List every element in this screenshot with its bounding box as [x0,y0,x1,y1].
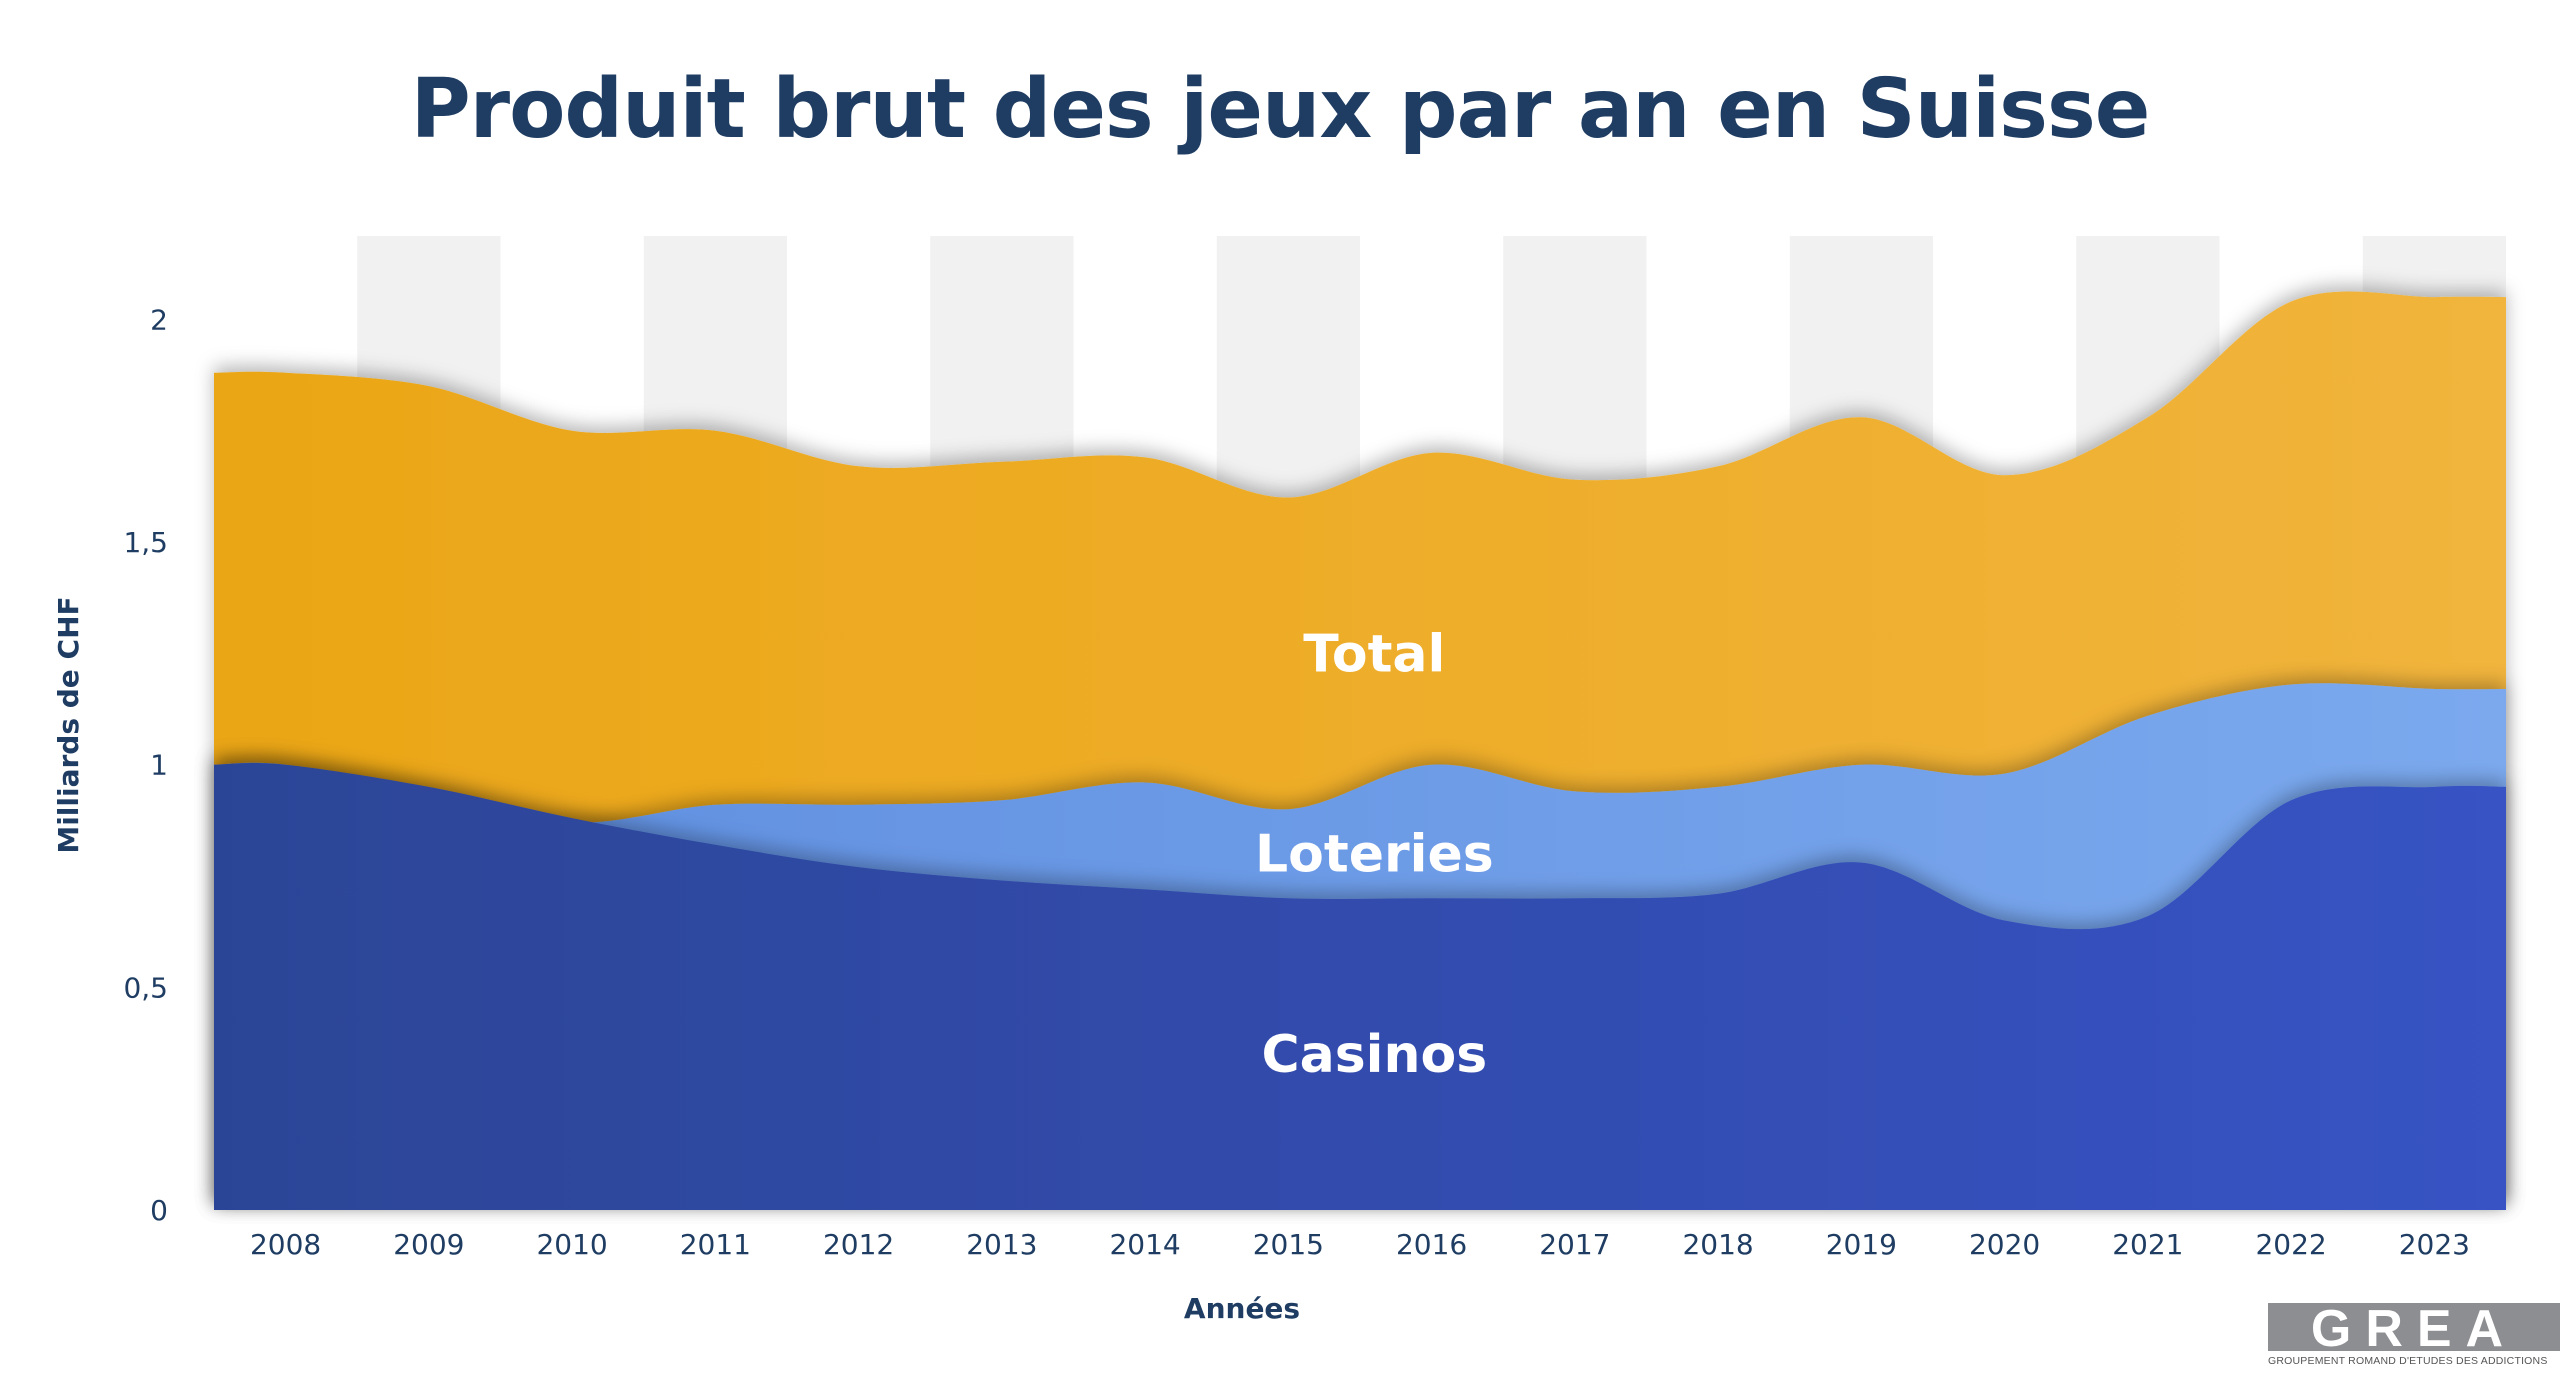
logo-text: GREA [2310,1300,2518,1358]
x-tick-label: 2012 [823,1228,894,1261]
x-tick-label: 2014 [1109,1228,1180,1261]
x-tick-label: 2011 [680,1228,751,1261]
x-tick-label: 2021 [2112,1228,2183,1261]
x-tick-label: 2022 [2255,1228,2326,1261]
x-axis-label: Années [1184,1292,1300,1325]
x-axis-ticks: 2008 2009 2010 2011 2012 2013 2014 2015 2016 2017… [250,1228,2470,1261]
y-axis-ticks: 0 0,5 1 1,5 2 [123,303,168,1227]
x-tick-label: 2023 [2399,1228,2470,1261]
y-tick-label: 1 [150,749,168,782]
series-label-total: Total [1303,624,1445,684]
series-label-loteries: Loteries [1255,825,1494,885]
x-tick-label: 2008 [250,1228,321,1261]
y-tick-label: 0 [150,1194,168,1227]
y-tick-label: 2 [150,303,168,336]
series-label-casinos: Casinos [1261,1025,1487,1085]
x-tick-label: 2013 [966,1228,1037,1261]
x-tick-label: 2015 [1253,1228,1324,1261]
x-tick-label: 2019 [1826,1228,1897,1261]
logo-subtitle: GROUPEMENT ROMAND D'ETUDES DES ADDICTION… [2268,1355,2548,1367]
x-tick-label: 2017 [1539,1228,1610,1261]
y-tick-label: 1,5 [123,526,168,559]
area-casinos [214,763,2506,1210]
chart-title: Produit brut des jeux par an en Suisse [410,62,2151,157]
series-areas [214,291,2506,1210]
x-tick-label: 2009 [393,1228,464,1261]
y-tick-label: 0,5 [123,971,168,1004]
grea-logo: GREA GROUPEMENT ROMAND D'ETUDES DES ADDI… [2268,1300,2560,1375]
logo-box [2268,1303,2560,1351]
x-tick-label: 2010 [536,1228,607,1261]
series-labels: Total Loteries Casinos [1255,624,1494,1085]
y-axis-label: Milliards de CHF [52,596,85,853]
x-tick-label: 2016 [1396,1228,1467,1261]
x-tick-label: 2018 [1682,1228,1753,1261]
x-tick-label: 2020 [1969,1228,2040,1261]
